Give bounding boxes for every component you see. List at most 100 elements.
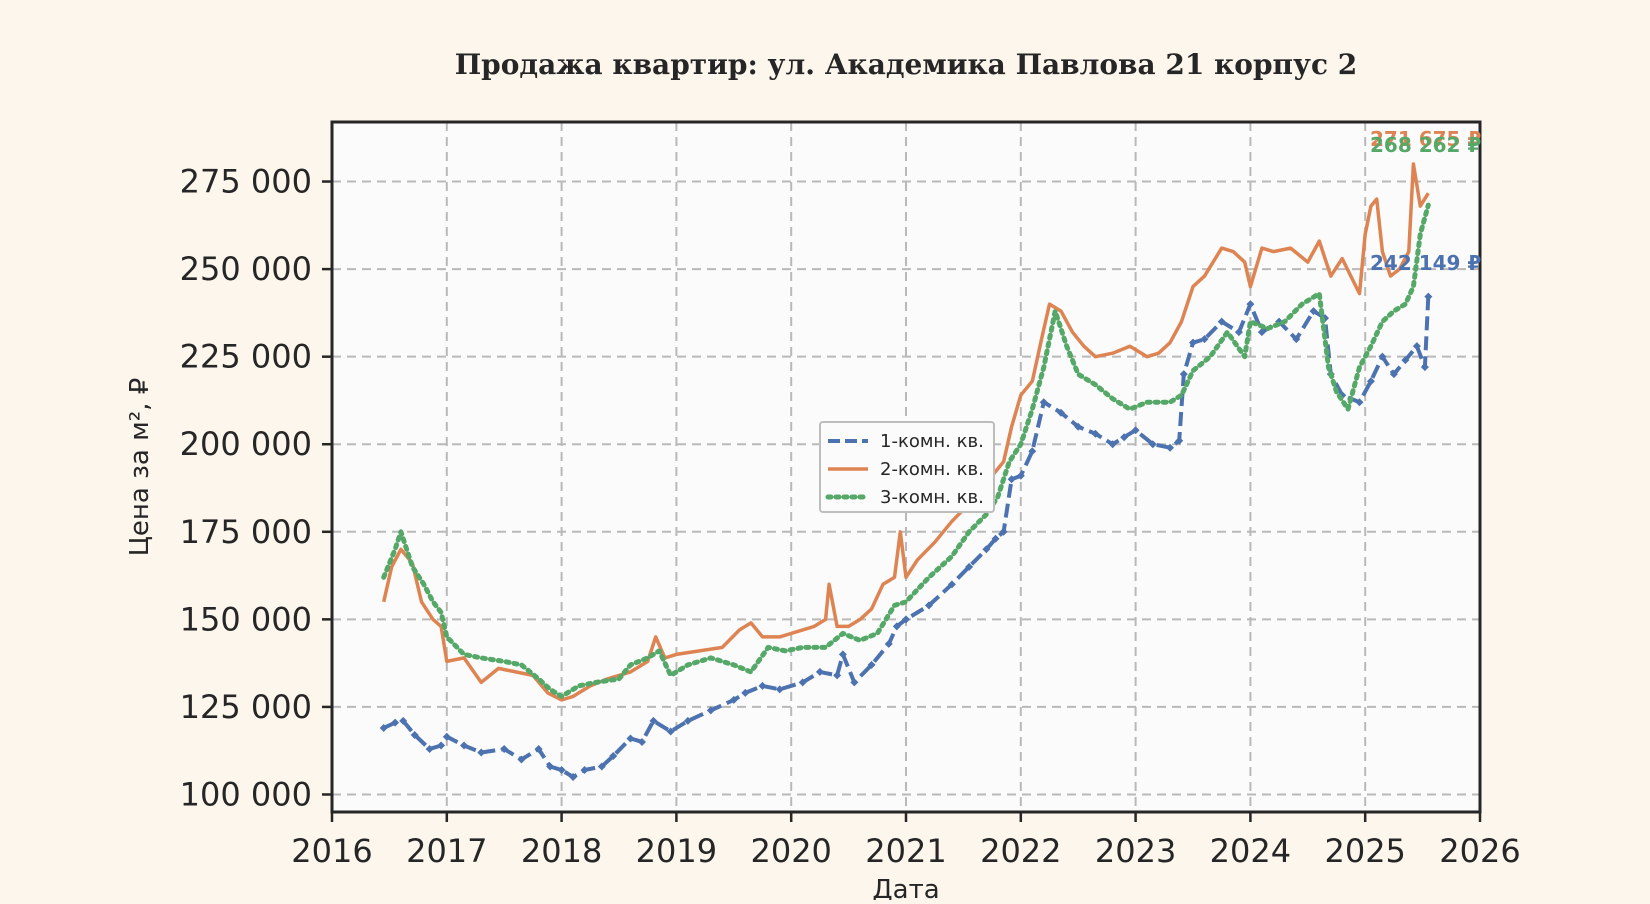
end-value-label-3: 268 262 ₽ [1370, 133, 1481, 157]
series-1-point [666, 727, 675, 736]
series-1-point [775, 685, 784, 694]
series-1-point [517, 755, 526, 764]
y-tick-label: 250 000 [180, 250, 312, 288]
series-1-point [399, 716, 408, 725]
series-1-point [867, 660, 876, 669]
y-axis-label: Цена за м², ₽ [125, 378, 155, 557]
end-labels: 242 149 ₽ 271 675 ₽268 262 ₽ [1370, 127, 1481, 275]
series-1-point [1420, 363, 1429, 372]
series-1-point [649, 716, 658, 725]
series-1-point [706, 706, 715, 715]
series-1-point [425, 744, 434, 753]
series-1-point [442, 732, 451, 741]
legend: 1-комн. кв. 2-комн. кв. 3-комн. кв. [819, 421, 995, 513]
series-1-point [1028, 447, 1037, 456]
series-1-point [1091, 429, 1100, 438]
series-1-point [1166, 443, 1175, 452]
y-tick-label: 200 000 [180, 425, 312, 463]
x-tick-label: 2019 [636, 832, 717, 870]
series-1-point [1175, 436, 1184, 445]
series-1-point [460, 741, 469, 750]
series-1-point [477, 748, 486, 757]
series-1-point [391, 718, 400, 727]
series-1-point [729, 695, 738, 704]
series-1-point [991, 534, 1000, 543]
series-1-point [1292, 335, 1301, 344]
series-1-point [1234, 328, 1243, 337]
x-tick-label: 2023 [1095, 832, 1176, 870]
x-tick-label: 2018 [521, 832, 602, 870]
ticks: 2016 2017 2018 2019 2020 2021 2022 2023 2024 2025… [180, 163, 1521, 870]
legend-label-1: 1-комн. кв. [880, 431, 984, 452]
series-1-point [1039, 398, 1048, 407]
series-1-point [999, 527, 1008, 536]
y-tick-label: 225 000 [180, 338, 312, 376]
series-layer [379, 162, 1433, 781]
end-value-label-2: 271 675 ₽ [1370, 127, 1481, 151]
x-tick-label: 2026 [1439, 832, 1520, 870]
series-1-point [1366, 377, 1375, 386]
y-tick-label: 175 000 [180, 513, 312, 551]
legend-box [819, 421, 995, 513]
y-tick-label: 100 000 [180, 775, 312, 813]
x-tick-label: 2020 [750, 832, 831, 870]
series-1-point [437, 741, 446, 750]
series-1-point [1355, 398, 1364, 407]
series-line-3 [381, 202, 1431, 699]
series-1-point [1189, 338, 1197, 347]
series-1-point [1179, 370, 1188, 379]
end-value-label-1: 242 149 ₽ [1370, 251, 1481, 275]
series-1-point [1056, 408, 1065, 417]
series-1-point [1257, 328, 1266, 337]
series-1-point [379, 723, 388, 732]
series-1-point [833, 671, 842, 680]
series-1-point [798, 678, 807, 687]
series-1-point [1148, 440, 1157, 449]
series-1-point [815, 667, 824, 676]
series-1-point [1424, 292, 1433, 301]
series-1-point [884, 639, 893, 648]
legend-label-3: 3-комн. кв. [880, 487, 984, 508]
series-1-point [626, 734, 635, 743]
series-1-point [1246, 300, 1255, 309]
series-1-point [1074, 422, 1083, 431]
series-1-point [569, 772, 578, 781]
series-1-point [1309, 307, 1318, 316]
chart-title: Продажа квартир: ул. Академика Павлова 2… [455, 48, 1358, 81]
series-1-point [580, 765, 589, 774]
series-1-point [683, 716, 692, 725]
series-1-point [557, 765, 566, 774]
y-tick-label: 125 000 [180, 688, 312, 726]
x-tick-label: 2022 [980, 832, 1061, 870]
y-tick-label: 275 000 [180, 163, 312, 201]
series-1-point [1217, 317, 1226, 326]
series-1-point [500, 744, 509, 753]
series-1-point [1007, 475, 1016, 484]
series-line-2 [381, 162, 1430, 702]
series-1-point [902, 615, 910, 624]
series-1-point [741, 688, 750, 697]
series-1-point [1378, 352, 1387, 361]
series-1-point [965, 562, 974, 571]
x-tick-label: 2025 [1324, 832, 1405, 870]
x-axis-label: Дата [872, 875, 939, 900]
series-1-point [850, 678, 859, 687]
series-1-point [534, 744, 543, 753]
series-1-point [1412, 342, 1421, 351]
series-1-point [1401, 356, 1410, 365]
y-tick-label: 150 000 [180, 600, 312, 638]
series-1-point [758, 681, 767, 690]
series-1-point [1131, 426, 1140, 435]
series-1-point [410, 730, 419, 739]
series-1-point [597, 762, 606, 771]
series-1-point [1200, 335, 1209, 344]
x-tick-label: 2016 [291, 832, 372, 870]
series-1-point [982, 545, 991, 554]
x-tick-label: 2017 [406, 832, 487, 870]
series-1-point [1389, 370, 1398, 379]
x-tick-label: 2024 [1210, 832, 1291, 870]
series-1-point [892, 622, 901, 631]
series-1-point [1120, 433, 1129, 442]
series-1-point [637, 737, 646, 746]
